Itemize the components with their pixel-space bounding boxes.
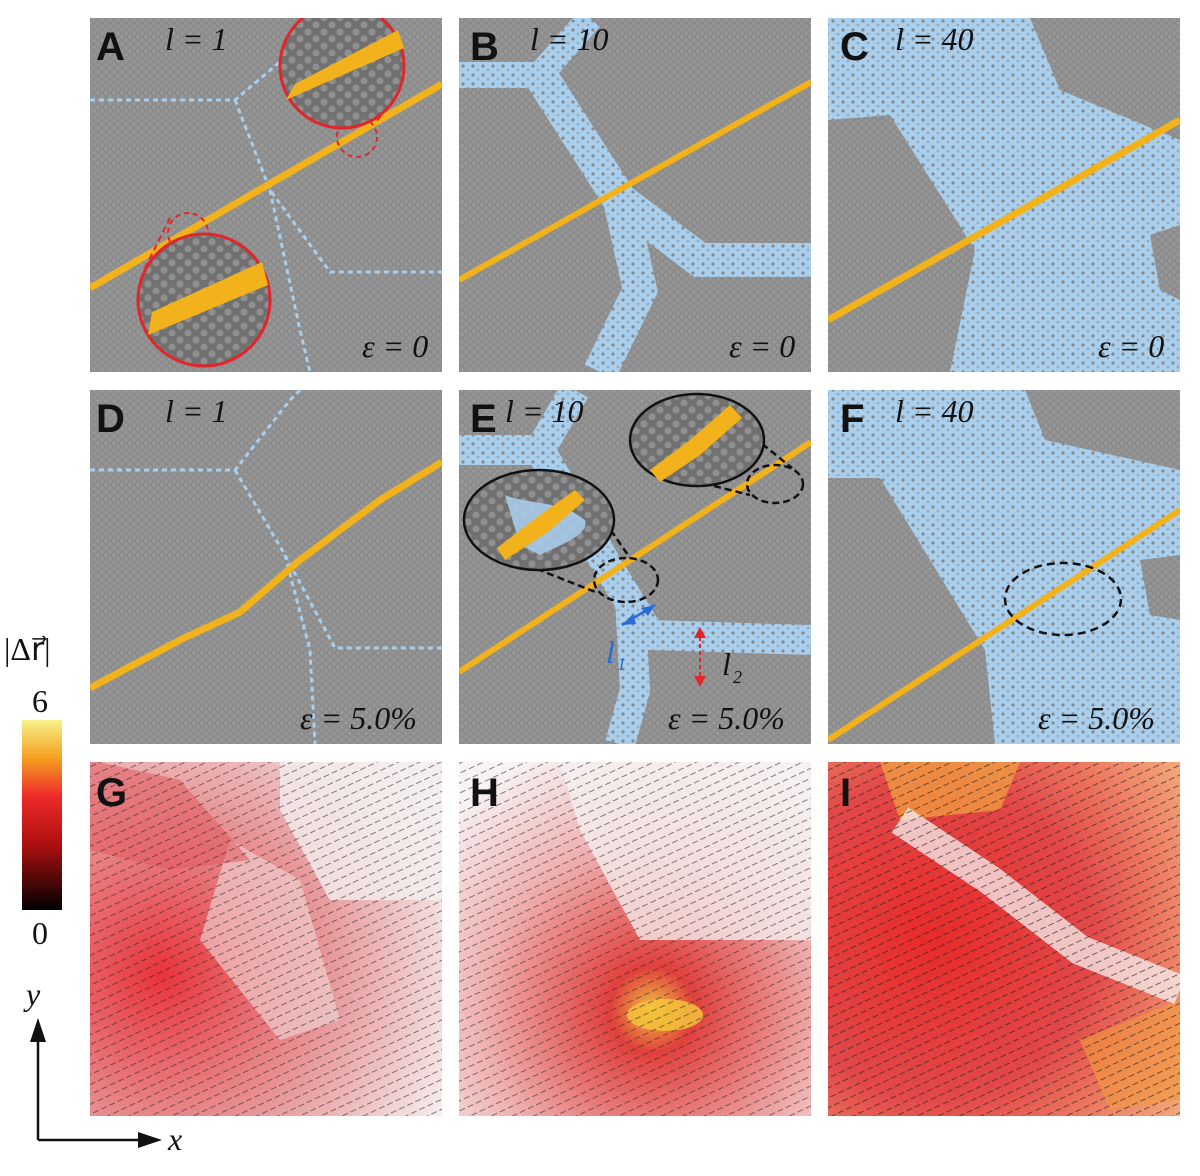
panel-a	[90, 18, 442, 372]
panel-e-boundary	[605, 599, 651, 744]
panel-label-h: H	[470, 771, 499, 815]
panel-c-crack	[828, 116, 1180, 324]
y-axis-arrow-head	[30, 1018, 46, 1042]
panel-e	[459, 390, 811, 744]
panel-label-g: G	[96, 771, 127, 815]
panel-e-zoom-target	[745, 463, 805, 505]
panel-b-boundary	[525, 65, 811, 277]
panel-a-zoom-line	[375, 91, 400, 123]
panel-f-strain-label: ε = 5.0%	[1038, 700, 1155, 736]
x-axis-label: x	[167, 1121, 182, 1157]
panel-b-l-label: l = 10	[530, 21, 608, 57]
panel-e-crack	[459, 439, 811, 675]
panel-d-l-label: l = 1	[165, 393, 227, 429]
panel-a-strain-label: ε = 0	[362, 328, 428, 364]
colorbar-title: |Δr⃗|	[4, 631, 51, 667]
panel-d-boundary	[90, 390, 302, 472]
panel-f-zoom-target	[1003, 561, 1123, 637]
panel-a-l-label: l = 1	[165, 21, 227, 57]
panel-d-crack	[90, 459, 442, 692]
panel-c-grain	[828, 115, 975, 372]
panel-d-boundary	[233, 469, 442, 650]
panel-a-zoom-crack	[148, 262, 268, 335]
panel-e-strain-label: ε = 5.0%	[668, 700, 785, 736]
l2-arrow-head	[694, 627, 706, 638]
colorbar-max-label: 6	[32, 683, 48, 719]
panel-f	[828, 390, 1180, 744]
panel-a-zoom-crack	[286, 30, 404, 100]
panel-c-grain	[1150, 225, 1180, 300]
panel-b-crack	[459, 79, 811, 283]
panel-e-zoom-crack	[497, 490, 585, 560]
panel-e-l-label: l = 10	[505, 393, 583, 429]
panel-e-zoom-line	[744, 429, 793, 469]
panel-b-boundary	[584, 196, 658, 372]
panel-h-vector-field	[459, 762, 811, 1116]
colorbar-gradient	[22, 720, 62, 910]
panel-label-i: I	[840, 771, 851, 815]
panel-a-boundary	[268, 189, 312, 372]
y-axis-label: y	[23, 976, 41, 1012]
panel-e-zoom-line	[495, 551, 599, 595]
panel-d-strain-label: ε = 5.0%	[300, 700, 417, 736]
panel-c-strain-label: ε = 0	[1098, 328, 1164, 364]
panel-a-boundary	[233, 99, 442, 274]
panel-e-zoom-target	[592, 556, 660, 604]
panel-label-f: F	[840, 397, 864, 441]
panel-b-strain-label: ε = 0	[729, 328, 795, 364]
l2-subscript: 2	[733, 667, 742, 687]
axes-indicator: y x	[23, 976, 182, 1157]
colorbar: |Δr⃗| 6 0	[4, 631, 62, 951]
l2-arrow-head	[694, 676, 706, 687]
panel-d-grain	[90, 390, 442, 744]
colorbar-min-label: 0	[32, 915, 48, 951]
panel-label-b: B	[470, 25, 499, 69]
panel-c-l-label: l = 40	[895, 21, 973, 57]
panel-g	[90, 762, 442, 1116]
panel-i-vector-field	[828, 762, 1180, 1116]
panel-g-vector-field	[90, 762, 442, 1116]
panel-label-d: D	[96, 397, 125, 441]
panel-c-grain	[1030, 18, 1180, 140]
panel-label-e: E	[470, 397, 497, 441]
l1-subscript: 1	[617, 654, 626, 674]
l1-label: l	[606, 634, 615, 670]
panel-e-zoom-crack	[650, 405, 742, 482]
panel-h	[459, 762, 811, 1116]
panel-f-l-label: l = 40	[895, 393, 973, 429]
panel-label-a: A	[96, 25, 125, 69]
panel-f-grain	[1140, 555, 1180, 620]
panel-f-grain	[1025, 390, 1180, 470]
panel-a-crack	[90, 80, 442, 292]
x-axis-arrow-head	[138, 1132, 162, 1148]
panel-b	[459, 18, 811, 372]
panel-d	[90, 390, 442, 744]
panel-i	[828, 762, 1180, 1116]
panel-c	[828, 18, 1180, 372]
l2-label: l	[722, 646, 731, 682]
panel-f-crack	[828, 507, 1180, 743]
panel-label-c: C	[840, 25, 869, 69]
l1-arrow-head	[622, 614, 636, 625]
panel-f-grain	[828, 478, 995, 744]
l1-arrow-head	[641, 605, 655, 616]
